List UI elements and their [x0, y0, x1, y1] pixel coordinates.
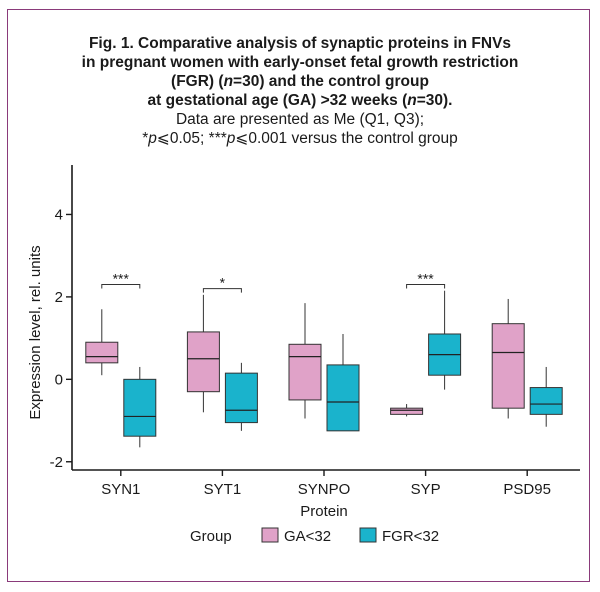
- box-FGR<32-SYN1: [123, 366, 157, 448]
- box-GA<32-PSD95: [491, 298, 525, 419]
- box-iqr: [326, 364, 360, 432]
- y-tick-label: 0: [55, 371, 63, 388]
- caption-subtitle-line-2: *p⩽0.05; ***p⩽0.001 versus the control g…: [142, 130, 458, 147]
- caption-title-line-3: (FGR) (n=30) and the control group: [171, 73, 429, 90]
- legend-label: GA<32: [284, 528, 331, 545]
- box-FGR<32-SYNPO: [326, 333, 360, 432]
- significance-SYT1: *: [202, 275, 242, 293]
- chart-legend: Group GA<32 FGR<32: [190, 527, 439, 545]
- chart-axes: -2 0 2 4 SYN1 SYT1 SYNPO SYP PSD95: [50, 165, 580, 498]
- significance-SYP: ***: [406, 271, 446, 289]
- y-tick-label: 4: [55, 206, 63, 223]
- significance-bracket: [406, 284, 446, 289]
- caption-title-line-2: in pregnant women with early-onset fetal…: [81, 54, 519, 71]
- x-tick-label: SYNPO: [298, 481, 351, 498]
- legend-title: Group: [190, 528, 232, 545]
- significance-bracket: [202, 288, 242, 293]
- figure-caption: Fig. 1. Comparative analysis of synaptic…: [20, 34, 580, 148]
- box-iqr: [85, 341, 119, 364]
- box-iqr: [491, 323, 525, 409]
- box-iqr: [529, 387, 563, 415]
- y-tick-label: -2: [50, 454, 63, 471]
- caption-subtitle-line-1: Data are presented as Me (Q1, Q3);: [175, 111, 425, 128]
- box-GA<32-SYT1: [186, 294, 220, 413]
- x-axis-title: Protein: [300, 503, 348, 520]
- box-iqr: [390, 407, 424, 415]
- y-axis-title: Expression level, rel. units: [27, 245, 44, 419]
- legend-swatch: [359, 527, 377, 543]
- significance-label: ***: [113, 271, 130, 287]
- box-iqr: [288, 343, 322, 401]
- legend-swatch: [261, 527, 279, 543]
- significance-markers: *** * ***: [101, 271, 446, 293]
- significance-bracket: [101, 284, 141, 289]
- y-tick-label: 2: [55, 289, 63, 306]
- x-tick-label: SYT1: [204, 481, 242, 498]
- x-tick-label: SYP: [411, 481, 441, 498]
- caption-title-line-4: at gestational age (GA) >32 weeks (n=30)…: [147, 92, 453, 109]
- chart-boxes: [85, 290, 563, 448]
- x-tick-label: SYN1: [101, 481, 140, 498]
- box-iqr: [224, 372, 258, 424]
- box-GA<32-SYN1: [85, 309, 119, 376]
- legend-item-GA<32: GA<32: [261, 527, 331, 545]
- legend-item-FGR<32: FGR<32: [359, 527, 439, 545]
- box-FGR<32-PSD95: [529, 366, 563, 427]
- box-iqr: [186, 331, 220, 393]
- significance-SYN1: ***: [101, 271, 141, 289]
- box-FGR<32-SYT1: [224, 362, 258, 431]
- significance-label: ***: [417, 271, 434, 287]
- box-GA<32-SYP: [390, 404, 424, 417]
- significance-label: *: [220, 275, 226, 291]
- legend-label: FGR<32: [382, 528, 439, 545]
- caption-title-line-1: Fig. 1. Comparative analysis of synaptic…: [88, 35, 512, 52]
- box-FGR<32-SYP: [428, 290, 462, 390]
- x-tick-label: PSD95: [503, 481, 551, 498]
- box-GA<32-SYNPO: [288, 303, 322, 419]
- figure-frame: [7, 9, 590, 582]
- box-iqr: [123, 378, 157, 437]
